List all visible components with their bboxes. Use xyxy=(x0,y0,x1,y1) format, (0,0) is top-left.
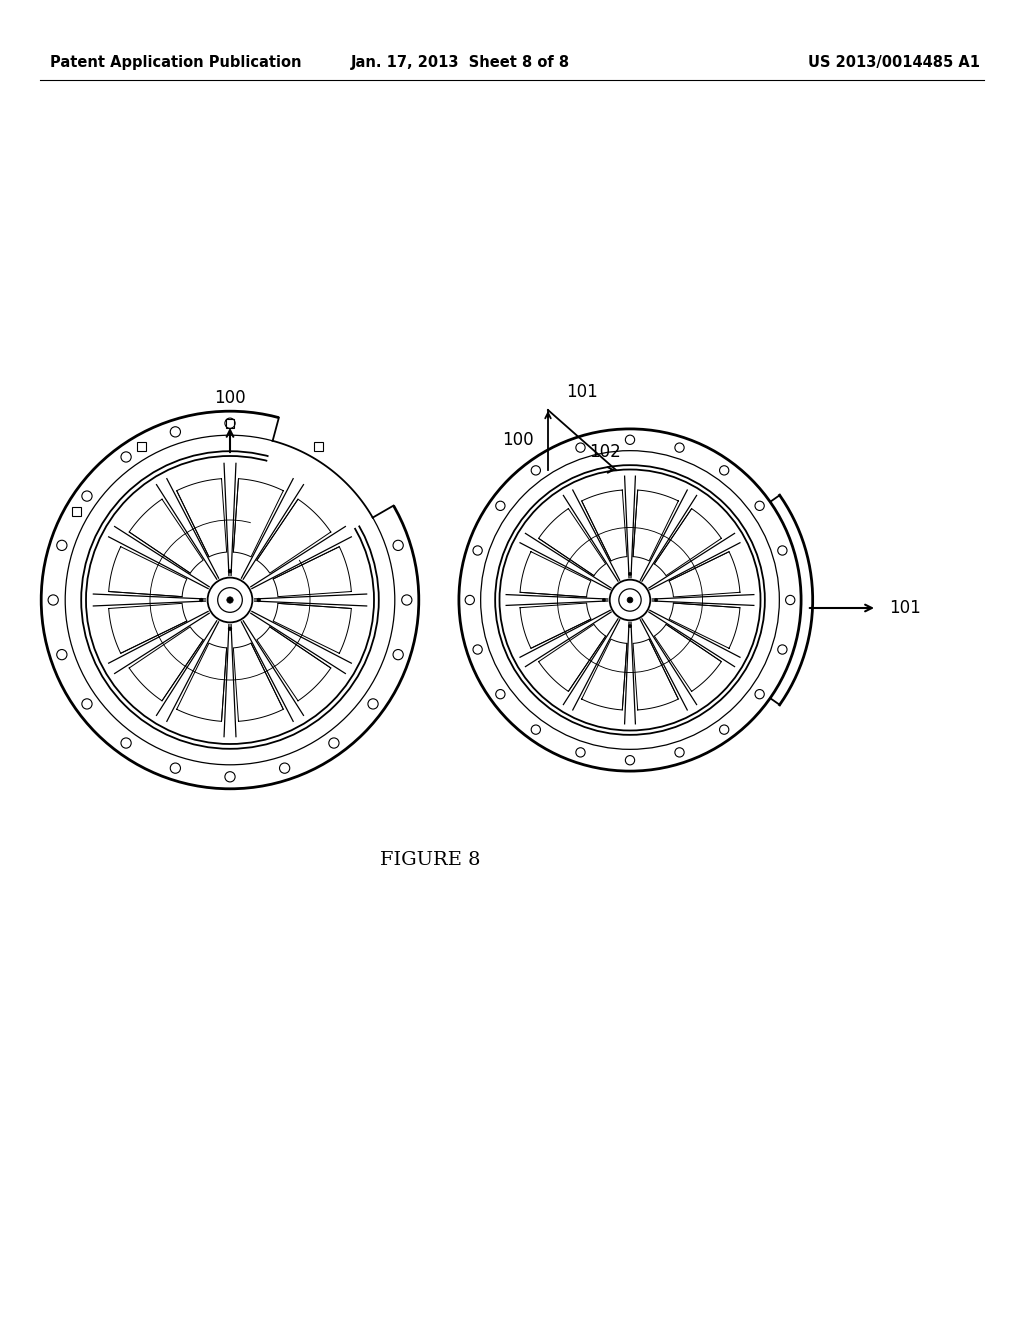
Circle shape xyxy=(200,598,203,602)
Circle shape xyxy=(627,597,633,603)
Text: US 2013/0014485 A1: US 2013/0014485 A1 xyxy=(808,54,980,70)
Text: Jan. 17, 2013  Sheet 8 of 8: Jan. 17, 2013 Sheet 8 of 8 xyxy=(350,54,569,70)
Text: FIGURE 8: FIGURE 8 xyxy=(380,851,480,869)
Bar xyxy=(225,418,234,428)
Wedge shape xyxy=(230,408,401,601)
Circle shape xyxy=(228,627,231,631)
Text: 101: 101 xyxy=(889,599,921,616)
Circle shape xyxy=(629,624,632,628)
Circle shape xyxy=(226,597,233,603)
Bar xyxy=(314,442,323,451)
Text: 102: 102 xyxy=(589,444,621,461)
Circle shape xyxy=(602,598,605,602)
Circle shape xyxy=(629,572,632,576)
Circle shape xyxy=(257,598,261,602)
Circle shape xyxy=(228,569,231,573)
Text: 100: 100 xyxy=(214,389,246,407)
Bar xyxy=(73,507,81,516)
Text: 100: 100 xyxy=(502,432,534,449)
Text: Patent Application Publication: Patent Application Publication xyxy=(50,54,301,70)
Bar xyxy=(137,442,146,451)
Text: 101: 101 xyxy=(566,383,598,401)
Circle shape xyxy=(654,598,657,602)
